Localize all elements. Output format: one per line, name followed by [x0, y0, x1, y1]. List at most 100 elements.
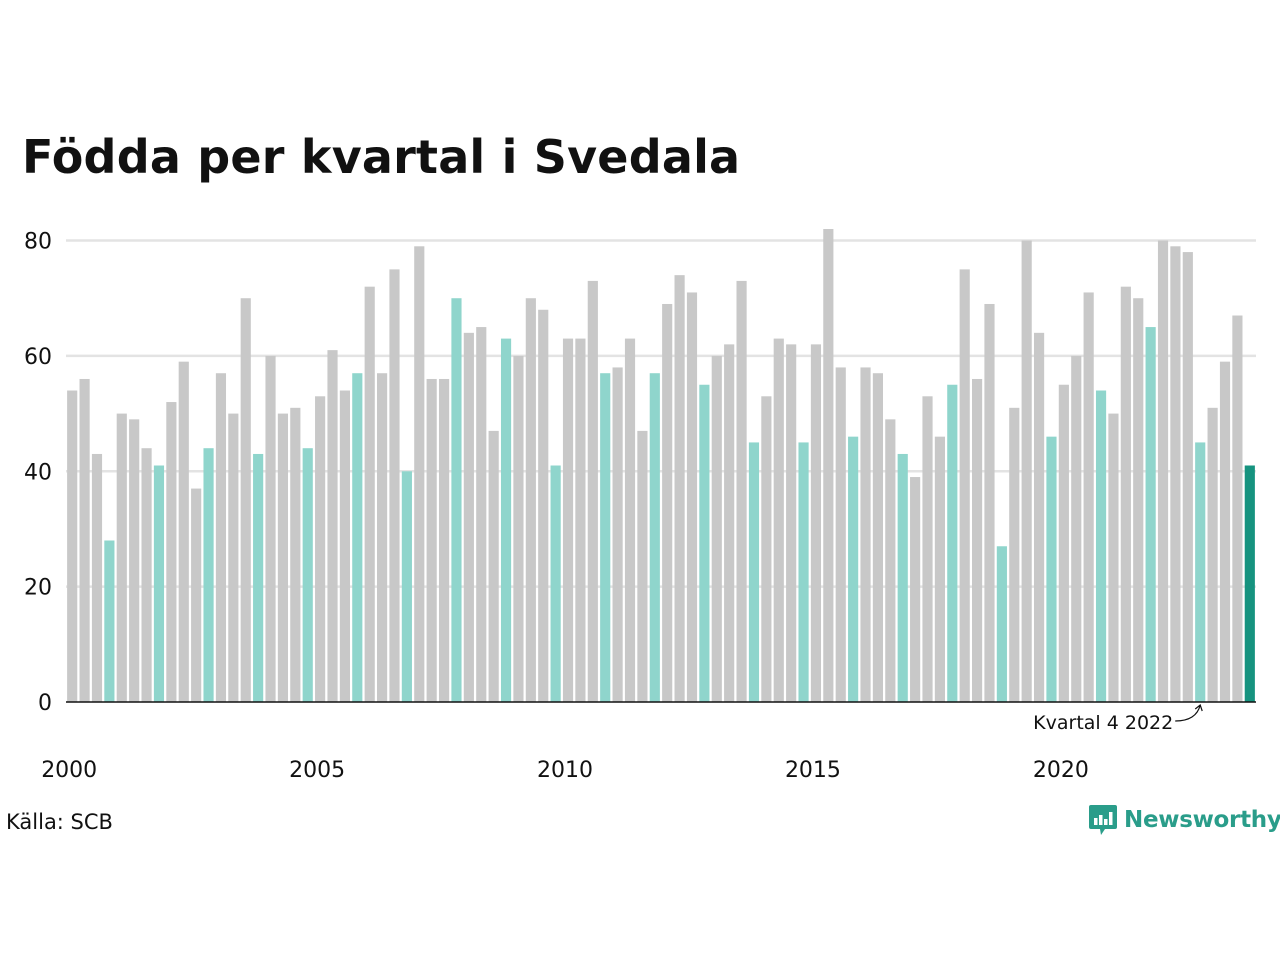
- bar: [1046, 436, 1057, 702]
- bars: [67, 229, 1255, 703]
- bar: [339, 390, 350, 702]
- annotation-arrow: [1175, 703, 1203, 722]
- bar: [1157, 240, 1169, 703]
- bar: [1170, 246, 1181, 703]
- bar: [848, 436, 859, 702]
- x-axis-labels: 2000 2005 2010 2015 2020: [41, 758, 1089, 783]
- bar: [736, 280, 747, 702]
- newsworthy-logo[interactable]: Newsworthy: [1088, 803, 1280, 837]
- bar: [364, 286, 375, 702]
- bar: [488, 430, 499, 702]
- bar: [897, 453, 908, 702]
- bar: [1083, 292, 1094, 702]
- bar: [748, 442, 760, 702]
- bar: [612, 367, 623, 702]
- bar: [290, 407, 301, 702]
- bar: [315, 396, 326, 702]
- bar: [885, 419, 896, 702]
- bar: [786, 344, 797, 702]
- bar: [141, 448, 152, 702]
- bar: [711, 355, 722, 702]
- bar: [153, 465, 165, 702]
- bar: [934, 436, 945, 702]
- bar: [352, 373, 363, 702]
- bar: [240, 298, 251, 702]
- bar: [686, 292, 698, 702]
- bar: [67, 390, 78, 702]
- brand-name: Newsworthy: [1124, 807, 1280, 833]
- bar: [600, 373, 611, 702]
- bar: [513, 355, 524, 702]
- bar: [426, 378, 437, 702]
- bar: [191, 488, 202, 702]
- bar: [587, 280, 598, 702]
- chart-title: Födda per kvartal i Svedala: [22, 130, 741, 184]
- bar: [104, 540, 115, 702]
- bar: [984, 303, 995, 702]
- source-label: Källa: SCB: [6, 810, 113, 834]
- bar: [699, 384, 710, 702]
- bar: [1244, 465, 1255, 702]
- annotation: Kvartal 4 2022: [1033, 703, 1203, 734]
- bar: [401, 471, 412, 702]
- bar: [922, 396, 933, 702]
- bar: [674, 275, 685, 702]
- bar: [649, 373, 660, 702]
- x-tick-label: 2000: [41, 758, 97, 783]
- bar: [116, 413, 127, 702]
- y-axis-labels: 0 20 40 60 80: [24, 230, 52, 716]
- bar: [1145, 327, 1156, 702]
- bar: [996, 546, 1007, 702]
- bar: [835, 367, 846, 702]
- bar: [959, 269, 970, 702]
- bar: [377, 373, 388, 702]
- bar: [724, 344, 735, 702]
- bar: [823, 229, 834, 702]
- bar: [798, 442, 809, 702]
- y-tick-label: 60: [24, 345, 52, 370]
- bar: [1133, 298, 1144, 702]
- births-bar-chart: 0 20 40 60 80 2000 2005 2010 2015 2020 Kvartal 4…: [24, 229, 1256, 783]
- bar: [463, 332, 474, 702]
- bar: [476, 327, 487, 702]
- grid-lines: [66, 239, 1256, 588]
- bar: [215, 373, 227, 702]
- bar: [302, 448, 313, 702]
- bar: [773, 338, 784, 702]
- bar: [414, 246, 425, 703]
- bar: [1095, 390, 1107, 702]
- bar: [438, 378, 450, 702]
- chart-bubble-icon: [1089, 805, 1117, 835]
- bar: [451, 298, 462, 702]
- bar: [972, 378, 983, 702]
- bar: [810, 344, 822, 702]
- bar: [1033, 332, 1045, 702]
- x-tick-label: 2005: [289, 758, 345, 783]
- bar: [79, 378, 90, 702]
- bar: [575, 338, 586, 702]
- bar: [1071, 355, 1082, 702]
- bar: [1108, 413, 1119, 702]
- bar: [1058, 384, 1069, 702]
- bar: [637, 430, 648, 702]
- bar: [129, 419, 140, 702]
- bar: [389, 269, 400, 702]
- bar: [265, 355, 276, 702]
- bar: [91, 453, 103, 702]
- bar: [872, 373, 883, 702]
- bar: [1207, 407, 1218, 702]
- annotation-label: Kvartal 4 2022: [1033, 712, 1173, 734]
- bar: [525, 298, 536, 702]
- bar: [178, 361, 189, 702]
- bar: [228, 413, 239, 702]
- bar: [1195, 442, 1206, 702]
- bar: [662, 303, 673, 702]
- y-tick-label: 40: [24, 460, 52, 485]
- bar: [203, 448, 214, 702]
- bar: [277, 413, 288, 702]
- y-tick-label: 80: [24, 230, 52, 255]
- bar: [860, 367, 871, 702]
- x-tick-label: 2020: [1033, 758, 1089, 783]
- y-tick-label: 0: [38, 691, 52, 716]
- x-tick-label: 2015: [785, 758, 841, 783]
